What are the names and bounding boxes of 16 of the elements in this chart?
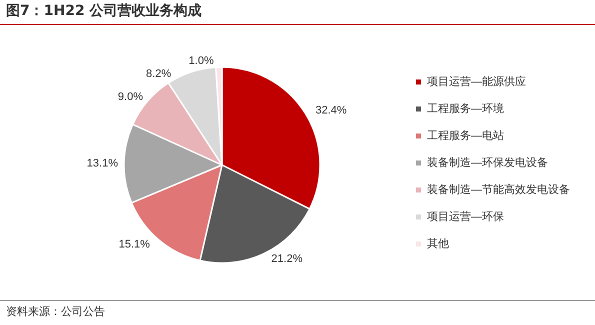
data-label: 1.0% (188, 55, 214, 68)
data-label: 13.1% (86, 157, 118, 170)
data-label: 9.0% (118, 91, 144, 104)
data-label: 21.2% (271, 253, 303, 266)
legend-label: 工程服务—电站 (427, 129, 504, 142)
legend-label: 装备制造—节能高效发电设备 (427, 183, 570, 196)
legend-label: 装备制造—环保发电设备 (427, 156, 548, 169)
chart-title: 图7：1H22 公司营收业务构成 (6, 2, 202, 20)
data-label: 15.1% (118, 238, 150, 251)
legend-label: 其他 (427, 237, 449, 250)
data-label: 8.2% (146, 68, 172, 80)
legend-label: 项目运营—能源供应 (427, 75, 526, 88)
data-label: 32.4% (316, 104, 347, 116)
legend-label: 项目运营—环保 (427, 210, 504, 223)
legend-label: 工程服务—环境 (427, 102, 504, 115)
text: 资料来源：公司公告 (6, 304, 105, 319)
